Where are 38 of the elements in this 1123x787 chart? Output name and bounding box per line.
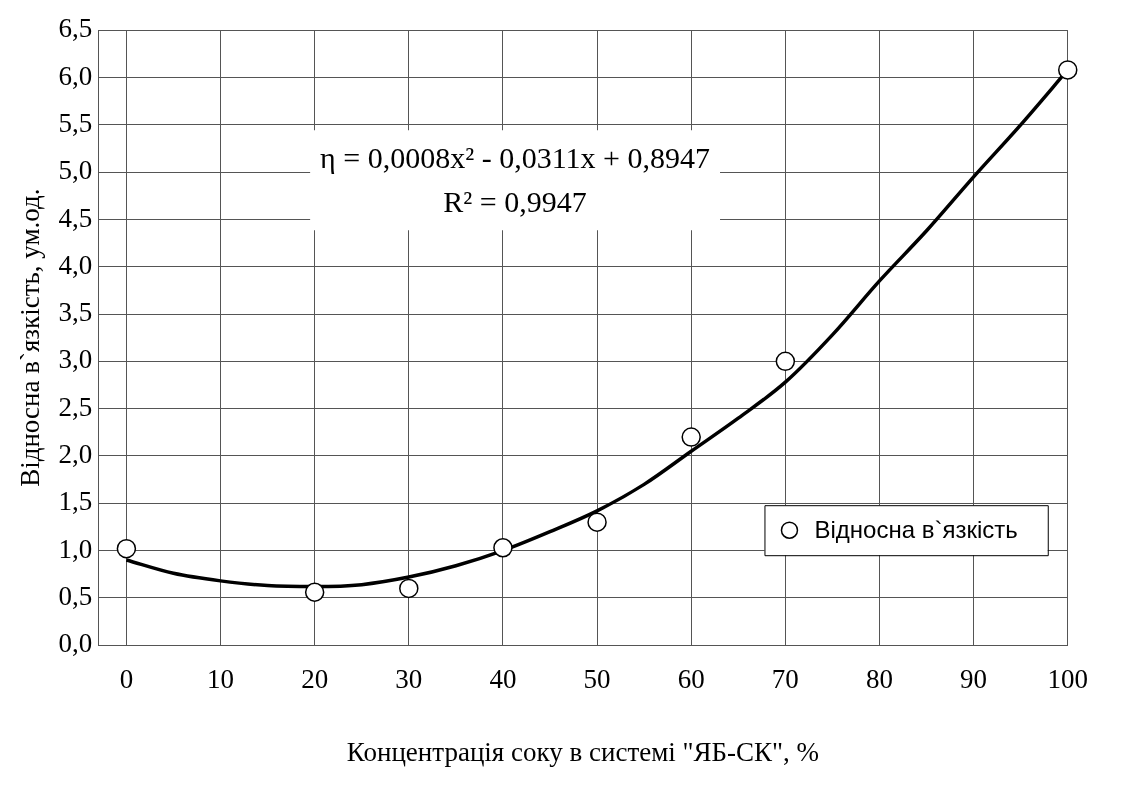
x-tick-label: 30 (395, 664, 423, 695)
x-tick-label: 20 (301, 664, 329, 695)
x-axis-title: Концентрація соку в системі "ЯБ-СК", % (346, 736, 820, 767)
y-tick-label: 3,0 (58, 344, 93, 375)
y-tick-label: 5,5 (58, 107, 93, 138)
y-axis-title: Відносна в`язкість, ум.од. (15, 188, 46, 487)
x-tick-label: 50 (583, 664, 611, 695)
point (775, 351, 796, 372)
point (399, 578, 419, 599)
point (681, 427, 701, 447)
y-tick-label: 1,0 (58, 533, 93, 564)
y-tick-label: 2,0 (58, 439, 93, 470)
y-tick-label: 6,0 (58, 60, 93, 91)
y-tick-label: 4,0 (58, 249, 93, 280)
point (116, 538, 137, 559)
x-tick-label: 100 (1047, 664, 1088, 695)
y-tick-label: 4,5 (58, 202, 93, 233)
annotation: R² = 0,9947 (443, 185, 587, 219)
x-tick-label: 0 (119, 664, 134, 695)
x-tick-label: 10 (207, 664, 235, 695)
x-tick-label: 90 (960, 664, 988, 695)
y-tick-label: 6,5 (58, 13, 93, 44)
y-tick-label: 0,0 (58, 628, 93, 659)
y-tick-label: 3,5 (58, 297, 93, 328)
point (304, 582, 325, 602)
point (1058, 60, 1078, 80)
y-tick-label: 1,5 (58, 486, 93, 517)
x-tick-label: 40 (489, 664, 517, 695)
x-tick-label: 70 (771, 664, 799, 695)
y-tick-label: 2,5 (58, 391, 93, 422)
x-tick-label: 80 (865, 664, 893, 695)
y-tick-label: 5,0 (58, 155, 93, 186)
point (493, 538, 513, 558)
legend-label: Відносна в`язкість (814, 515, 1018, 543)
x-tick-label: 60 (677, 664, 705, 695)
annotation: η = 0,0008x² - 0,0311x + 0,8947 (320, 141, 711, 175)
point (587, 512, 607, 532)
y-tick-label: 0,5 (58, 580, 93, 611)
